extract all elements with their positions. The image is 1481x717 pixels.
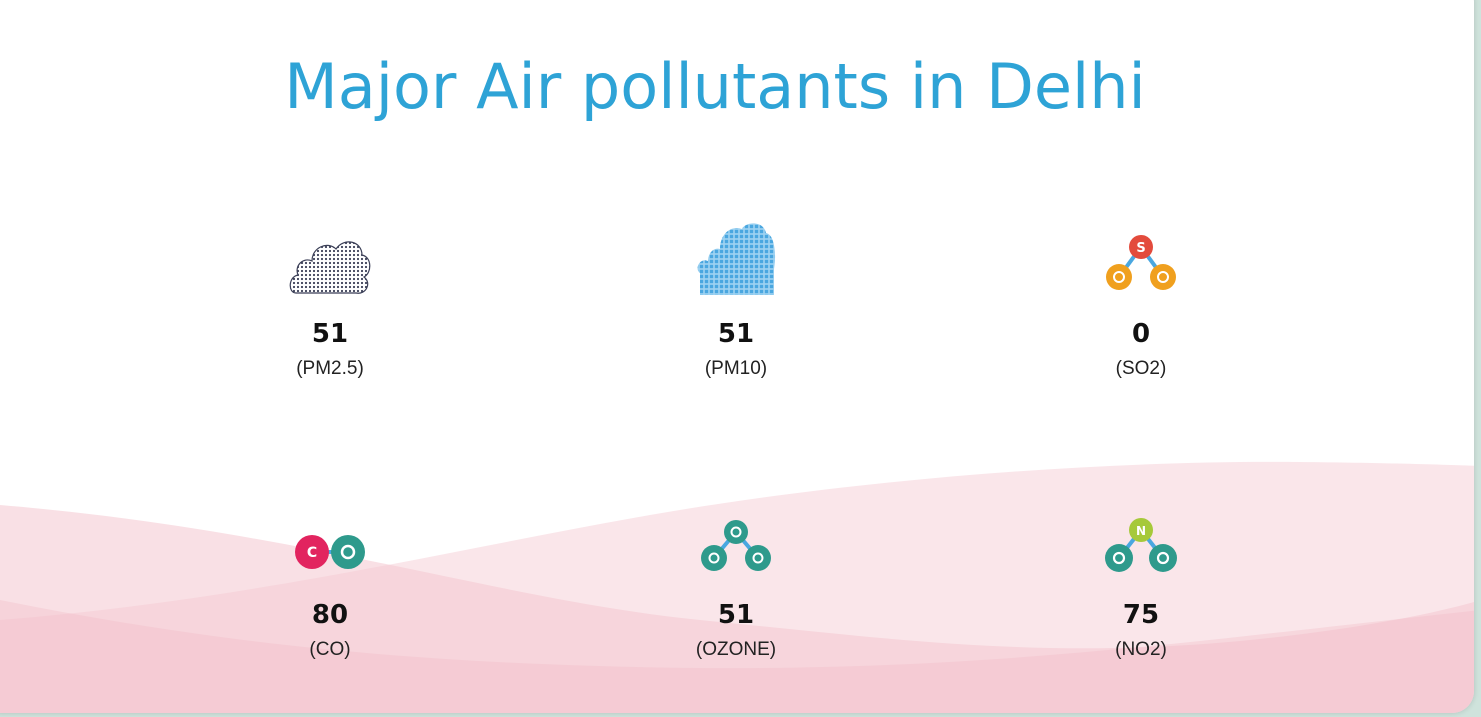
- pollutant-value: 80: [311, 600, 349, 630]
- pollutant-label: (PM10): [704, 358, 768, 379]
- so2-molecule-icon: S: [1106, 235, 1176, 290]
- pollutant-so2: S 0 (SO2): [1041, 215, 1241, 378]
- svg-text:N: N: [1136, 524, 1146, 538]
- ozone-molecule-icon: [701, 520, 771, 571]
- pollutant-ozone: 51 (OZONE): [636, 496, 836, 659]
- pollutant-value: 0: [1131, 319, 1151, 349]
- pm10-cloud-icon: [697, 223, 776, 295]
- pollutant-label: (NO2): [1115, 639, 1167, 660]
- pollutant-value: 51: [311, 319, 349, 349]
- pollutant-value: 75: [1122, 600, 1160, 630]
- no2-molecule-icon: N: [1105, 518, 1177, 572]
- co-molecule-icon: C: [295, 535, 365, 569]
- pollutant-pm10: 51 (PM10): [636, 215, 836, 378]
- pm25-cloud-icon: [289, 241, 371, 294]
- pollutant-value: 51: [717, 319, 755, 349]
- svg-text:C: C: [307, 545, 317, 561]
- pollutant-label: (OZONE): [695, 639, 777, 660]
- pollutant-label: (PM2.5): [296, 358, 364, 379]
- pollutant-label: (CO): [309, 639, 351, 660]
- pollutant-value: 51: [717, 600, 755, 630]
- pollutant-pm25: 51 (PM2.5): [230, 215, 430, 378]
- pollutant-no2: N 75 (NO2): [1041, 496, 1241, 659]
- svg-text:S: S: [1136, 241, 1145, 256]
- pollutant-label: (SO2): [1115, 358, 1167, 379]
- pollutant-co: C 80 (CO): [230, 496, 430, 659]
- page-title: Major Air pollutants in Delhi: [284, 50, 1146, 123]
